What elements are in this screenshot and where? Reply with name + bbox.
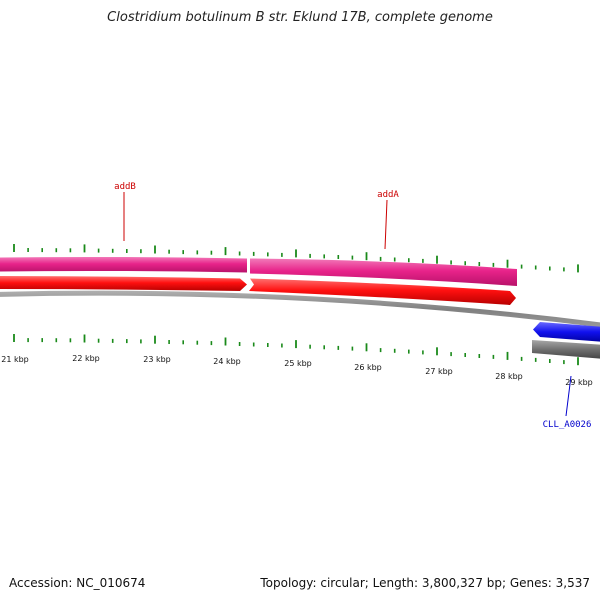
- scale-label-22kbp: 22 kbp: [72, 354, 100, 363]
- scale-label-21kbp: 21 kbp: [1, 355, 29, 364]
- scale-label-23kbp: 23 kbp: [143, 355, 171, 364]
- scale-label-28kbp: 28 kbp: [495, 372, 523, 381]
- gene-label-CLL_A0026[interactable]: CLL_A0026: [543, 420, 592, 430]
- gene-CLL_A0026-blue[interactable]: [533, 322, 600, 342]
- genome-backbone: [0, 290, 600, 328]
- CLL_A0026-label-line: [565, 375, 572, 417]
- genome-summary-text: Topology: circular; Length: 3,800,327 bp…: [260, 576, 590, 590]
- scale-label-26kbp: 26 kbp: [354, 363, 382, 372]
- scale-label-29kbp: 29 kbp: [565, 378, 593, 387]
- gene-addA-forward[interactable]: [250, 258, 517, 287]
- map-title: Clostridium botulinum B str. Eklund 17B,…: [107, 10, 493, 25]
- accession-text: Accession: NC_010674: [9, 576, 146, 590]
- gene-addA-red[interactable]: [249, 278, 516, 306]
- gene-label-addA[interactable]: addA: [377, 190, 399, 200]
- gene-grey-right[interactable]: [532, 340, 600, 359]
- gene-addB-red[interactable]: [0, 276, 247, 291]
- scale-label-25kbp: 25 kbp: [284, 359, 312, 368]
- upper-tick-marks: [13, 244, 579, 273]
- lower-tick-marks: [13, 334, 579, 366]
- gene-label-addB[interactable]: addB: [114, 182, 136, 192]
- scale-label-24kbp: 24 kbp: [213, 357, 241, 366]
- scale-label-27kbp: 27 kbp: [425, 367, 453, 376]
- addA-label-line: [384, 199, 388, 250]
- gene-addB-forward[interactable]: [0, 256, 247, 273]
